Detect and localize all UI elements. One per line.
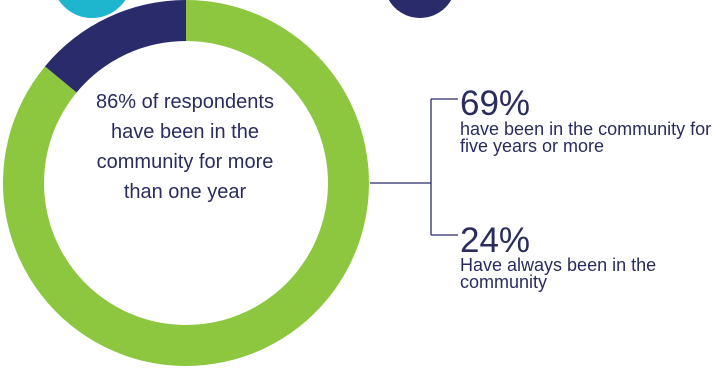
donut-slice-1 xyxy=(44,0,186,93)
stat-five-years-text: have been in the community for five year… xyxy=(460,119,712,156)
decorative-teal-circle xyxy=(58,0,126,18)
donut-slices xyxy=(2,0,370,366)
stat-always-number: 24% xyxy=(460,221,531,260)
center-label: 86% of respondents have been in the comm… xyxy=(96,91,274,203)
stat-always-text: Have always been in the community xyxy=(460,255,657,292)
decorative-navy-circle xyxy=(388,0,452,18)
stat-five-years-number: 69% xyxy=(460,84,531,123)
connector-bracket xyxy=(370,98,458,236)
